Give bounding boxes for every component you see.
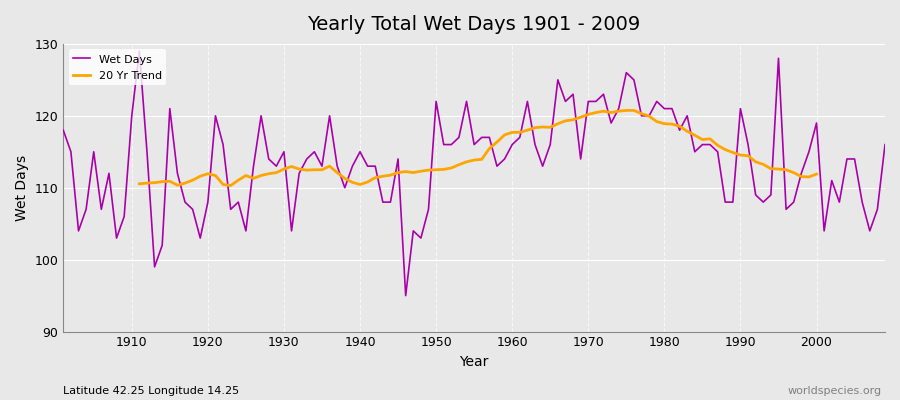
20 Yr Trend [233, 178, 244, 182]
Wet Days [879, 142, 890, 147]
Wet Days [515, 135, 526, 140]
20 Yr Trend [613, 109, 624, 114]
20 Yr Trend [225, 183, 236, 188]
Wet Days [119, 214, 130, 219]
20 Yr Trend [134, 181, 145, 186]
20 Yr Trend [811, 172, 822, 176]
Wet Days [400, 293, 411, 298]
20 Yr Trend [712, 143, 723, 148]
Line: Wet Days: Wet Days [63, 51, 885, 296]
Text: worldspecies.org: worldspecies.org [788, 386, 882, 396]
X-axis label: Year: Year [460, 355, 489, 369]
Wet Days [339, 185, 350, 190]
Y-axis label: Wet Days: Wet Days [15, 155, 29, 221]
Wet Days [134, 49, 145, 54]
Wet Days [522, 99, 533, 104]
20 Yr Trend [347, 180, 358, 185]
Title: Yearly Total Wet Days 1901 - 2009: Yearly Total Wet Days 1901 - 2009 [308, 15, 641, 34]
Wet Days [613, 106, 624, 111]
Legend: Wet Days, 20 Yr Trend: Wet Days, 20 Yr Trend [68, 50, 166, 86]
20 Yr Trend [796, 174, 806, 179]
20 Yr Trend [727, 150, 738, 155]
Text: Latitude 42.25 Longitude 14.25: Latitude 42.25 Longitude 14.25 [63, 386, 239, 396]
Wet Days [293, 171, 304, 176]
Line: 20 Yr Trend: 20 Yr Trend [140, 110, 816, 186]
20 Yr Trend [621, 108, 632, 113]
Wet Days [58, 128, 68, 132]
